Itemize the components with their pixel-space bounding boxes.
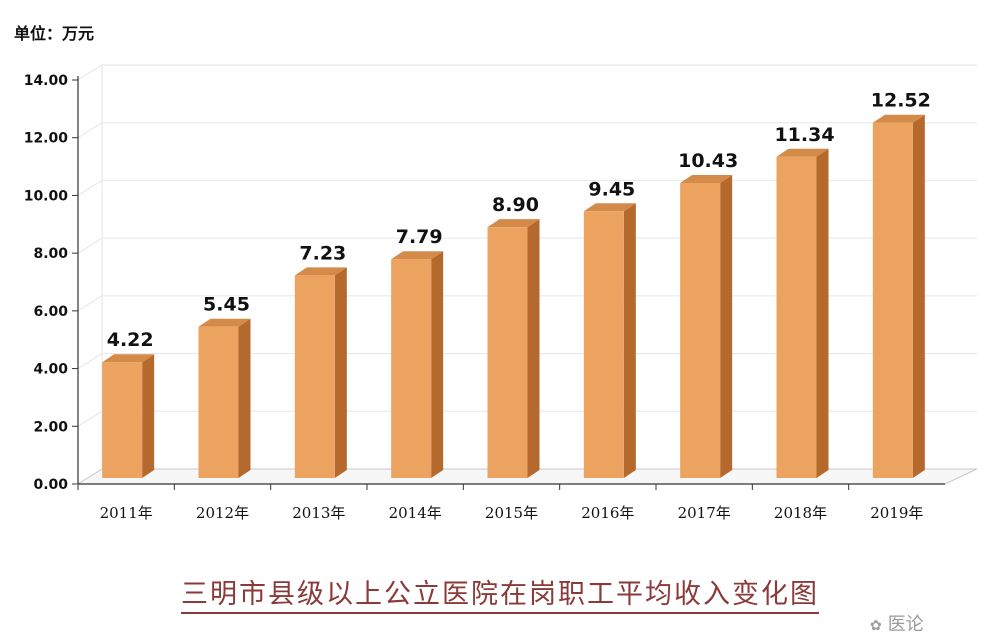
x-tick-label: 2014年 bbox=[389, 504, 442, 522]
x-tick-label: 2012年 bbox=[196, 504, 249, 522]
bar-side bbox=[527, 219, 540, 478]
bar-top bbox=[487, 219, 540, 228]
unit-label: 单位：万元 bbox=[14, 24, 95, 43]
x-tick-label: 2015年 bbox=[485, 504, 538, 522]
data-label: 12.52 bbox=[871, 90, 931, 112]
bar-side bbox=[334, 267, 347, 478]
bar-side bbox=[623, 203, 636, 479]
watermark: ✿ 医论 bbox=[870, 610, 924, 636]
x-tick-label: 2019年 bbox=[870, 504, 923, 522]
bar bbox=[198, 326, 239, 478]
bar bbox=[487, 227, 528, 478]
data-label: 8.90 bbox=[492, 194, 539, 216]
gridline-side bbox=[77, 353, 103, 369]
x-tick-label: 2016年 bbox=[581, 504, 634, 522]
bar bbox=[680, 183, 721, 478]
bar-side bbox=[238, 318, 251, 478]
data-label: 4.22 bbox=[107, 329, 154, 351]
y-tick-label: 10.00 bbox=[24, 188, 69, 204]
x-tick-label: 2013年 bbox=[292, 504, 345, 522]
bar-top bbox=[680, 175, 733, 184]
x-tick-label: 2011年 bbox=[100, 504, 153, 522]
bar-top bbox=[776, 148, 829, 157]
bar bbox=[294, 275, 335, 478]
data-label: 10.43 bbox=[678, 150, 738, 172]
data-label: 7.79 bbox=[396, 226, 443, 248]
bar-top bbox=[583, 203, 636, 212]
chart-caption-text: 三明市县级以上公立医院在岗职工平均收入变化图 bbox=[181, 579, 819, 614]
chart-caption: 三明市县级以上公立医院在岗职工平均收入变化图 bbox=[0, 572, 1000, 614]
bar-top bbox=[198, 318, 251, 327]
gridline-side bbox=[77, 237, 103, 254]
y-tick-label: 2.00 bbox=[33, 419, 68, 435]
y-tick-label: 14.00 bbox=[24, 73, 69, 89]
x-tick-label: 2017年 bbox=[678, 504, 731, 522]
bar-side bbox=[431, 251, 444, 478]
bar bbox=[583, 211, 624, 479]
bar-side bbox=[816, 148, 829, 478]
y-tick-label: 6.00 bbox=[33, 304, 68, 320]
data-label: 11.34 bbox=[774, 124, 834, 146]
bar-top bbox=[872, 114, 925, 123]
data-label: 9.45 bbox=[588, 178, 635, 200]
watermark-text: 医论 bbox=[887, 614, 924, 635]
bar-top bbox=[294, 267, 347, 276]
gridline-side bbox=[77, 122, 103, 139]
bar-side bbox=[912, 114, 925, 479]
bar-chart: 0.00 2.00 4.00 6.00 8.00 10.00 12.00 14.00 4.22 2… bbox=[24, 64, 978, 522]
bar-top bbox=[102, 354, 155, 363]
bar-side bbox=[720, 175, 733, 478]
bar-top bbox=[391, 251, 444, 260]
bar-side bbox=[142, 354, 155, 478]
bar bbox=[776, 156, 817, 478]
gridline-side bbox=[77, 64, 103, 81]
y-tick-label: 8.00 bbox=[33, 246, 68, 262]
y-tick-label: 0.00 bbox=[33, 477, 68, 493]
bar bbox=[102, 362, 143, 478]
gridline-side bbox=[77, 295, 103, 312]
y-tick-label: 4.00 bbox=[33, 362, 68, 378]
data-label: 5.45 bbox=[203, 294, 250, 316]
watermark-icon: ✿ bbox=[870, 618, 882, 634]
gridline-side bbox=[77, 410, 103, 427]
y-tick-label: 12.00 bbox=[24, 131, 69, 147]
x-tick-label: 2018年 bbox=[774, 504, 827, 522]
data-label: 7.23 bbox=[299, 242, 346, 264]
bar bbox=[872, 122, 913, 479]
gridline-side bbox=[77, 180, 103, 196]
bar bbox=[391, 259, 432, 478]
